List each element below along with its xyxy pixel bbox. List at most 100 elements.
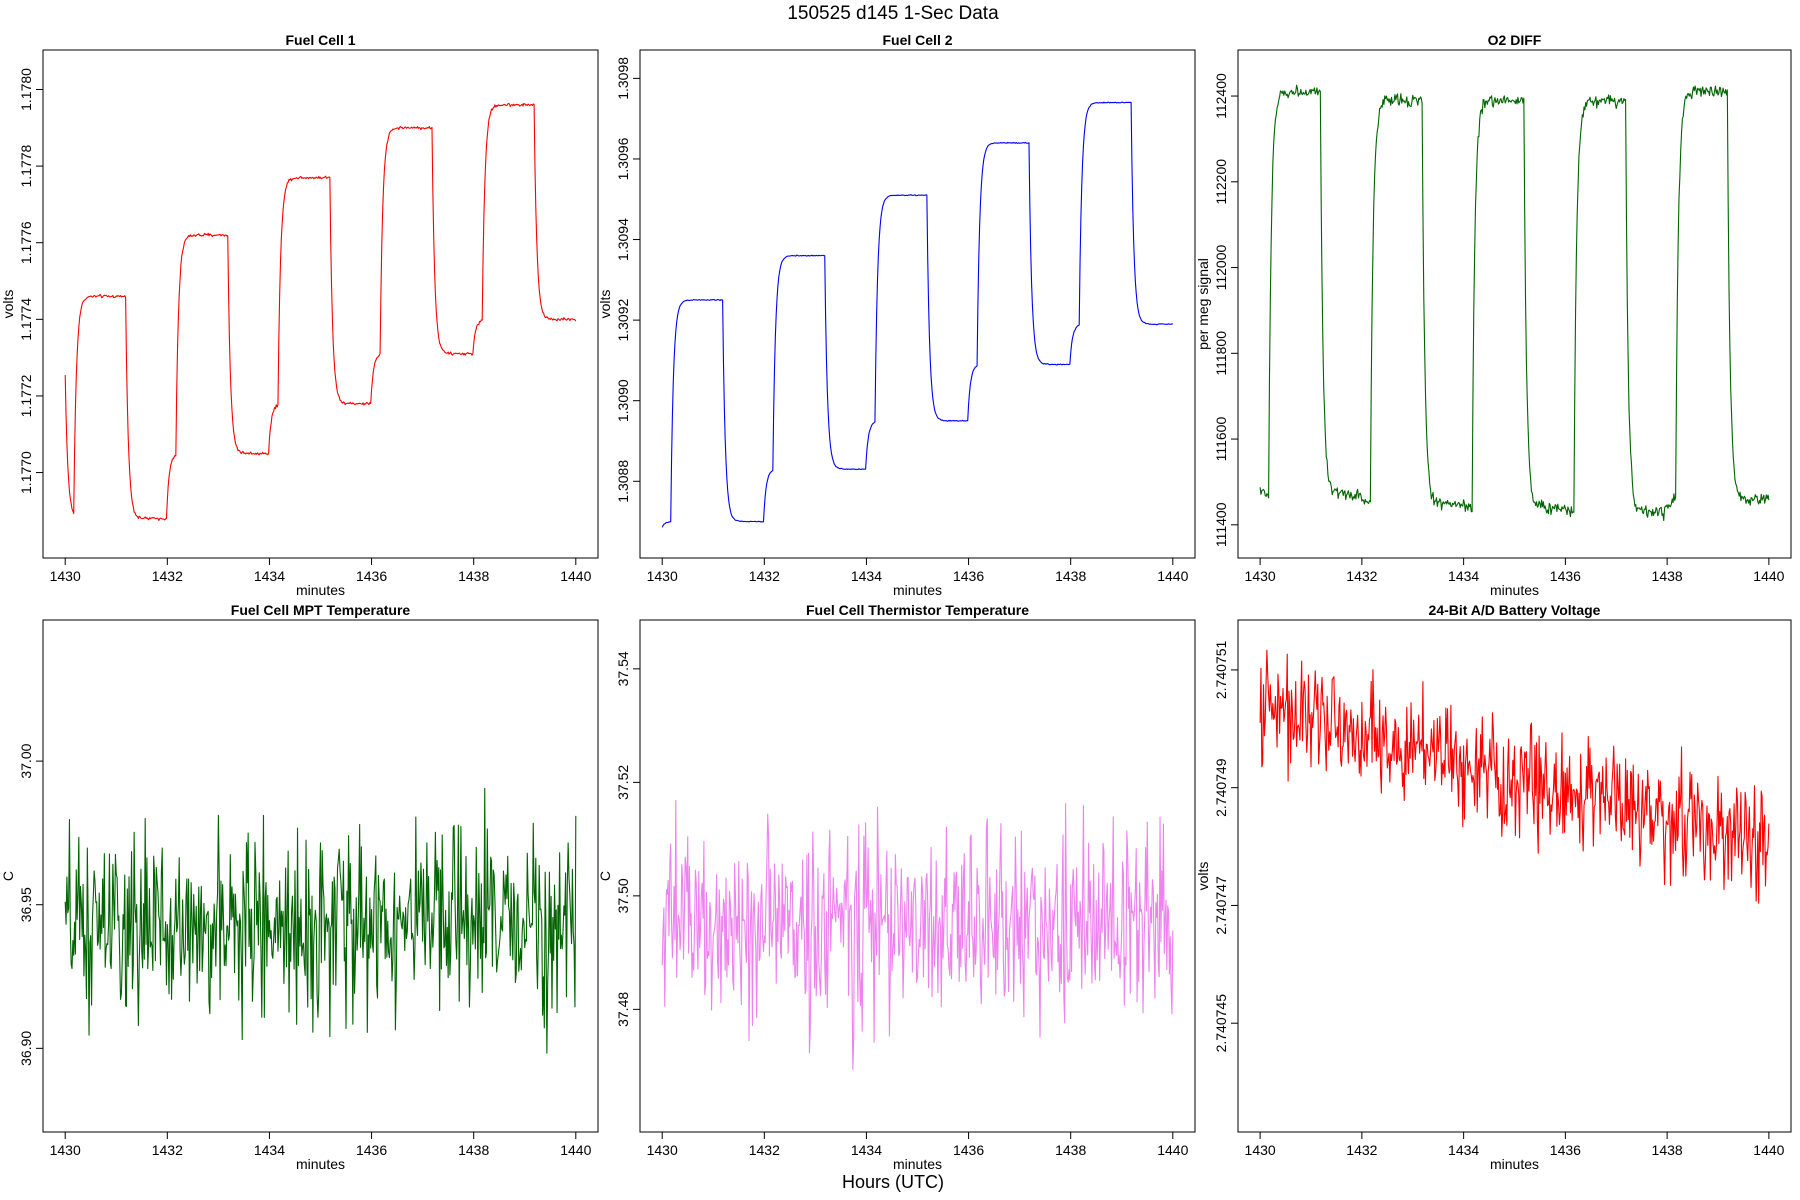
x-tick-label: 1434 [1448,568,1479,584]
x-tick-label: 1432 [1346,568,1377,584]
y-axis-label: volts [0,290,16,319]
panel-2: Fuel Cell 2 1430 1432 1434 1436 1438 1440 minut… [597,32,1196,598]
panel-title: O2 DIFF [1488,32,1542,48]
x-tick-label: 1436 [356,1142,387,1158]
series-line [64,787,577,1054]
y-tick-label: 1.3094 [615,218,631,261]
x-tick-label: 1434 [1448,1142,1479,1158]
y-tick-label: 112200 [1213,159,1229,205]
x-tick-label: 1432 [1346,1142,1377,1158]
x-tick-label: 1432 [152,1142,183,1158]
y-tick-label: 112000 [1213,245,1229,291]
panel-title: 24-Bit A/D Battery Voltage [1429,602,1601,618]
x-tick-label: 1440 [1157,568,1188,584]
x-tick-label: 1438 [1055,1142,1086,1158]
x-tick-label: 1438 [1652,1142,1683,1158]
x-tick-label: 1438 [458,568,489,584]
y-tick-label: 1.3092 [615,298,631,341]
y-tick-label: 1.3098 [615,57,631,100]
x-tick-label: 1430 [647,568,678,584]
y-tick-label: 1.1780 [18,68,34,111]
x-tick-label: 1434 [254,1142,285,1158]
x-tick-label: 1440 [1753,1142,1784,1158]
x-axis-label: minutes [1490,1156,1539,1172]
series-line [661,799,1174,1070]
panel-1: Fuel Cell 1 1430 1432 1434 1436 1438 1440 minut… [0,32,599,598]
series-line [64,102,577,521]
x-tick-label: 1440 [560,568,591,584]
x-tick-label: 1438 [1055,568,1086,584]
figure-title: 150525 d145 1-Sec Data [787,3,999,24]
x-tick-label: 1438 [458,1142,489,1158]
x-tick-label: 1436 [953,568,984,584]
y-tick-label: 1.1772 [18,374,34,417]
x-tick-label: 1438 [1652,568,1683,584]
plot-frame [639,619,1196,1133]
x-tick-label: 1436 [953,1142,984,1158]
x-tick-label: 1432 [749,1142,780,1158]
y-tick-label: 2.740749 [1213,758,1229,817]
y-axis-label: C [597,871,613,881]
plot-frame [42,49,599,559]
series-line [1259,649,1770,904]
y-tick-label: 111400 [1213,502,1229,547]
y-tick-label: 1.1776 [18,221,34,264]
y-tick-label: 37.00 [18,743,34,778]
series-line [661,101,1173,528]
y-tick-label: 2.740747 [1213,876,1229,935]
y-axis-label: per meg signal [1195,258,1211,350]
x-tick-label: 1430 [1245,568,1276,584]
x-tick-label: 1430 [1245,1142,1276,1158]
plot-frame [42,619,599,1133]
y-tick-label: 36.95 [18,887,34,922]
x-tick-label: 1436 [356,568,387,584]
y-tick-label: 112400 [1213,73,1229,119]
panels: Fuel Cell 1 1430 1432 1434 1436 1438 1440 minut… [0,32,1792,1172]
x-axis-label: minutes [893,582,942,598]
plot-frame [1237,49,1792,559]
y-tick-label: 2.740745 [1213,994,1229,1053]
panel-title: Fuel Cell 2 [882,32,952,48]
panel-3: O2 DIFF 1430 1432 1434 1436 1438 1440 minutes 11… [1195,32,1792,598]
panel-4: Fuel Cell MPT Temperature 1430 1432 1434 143… [0,602,599,1172]
y-tick-label: 37.50 [615,878,631,913]
x-axis-label: minutes [296,582,345,598]
panel-5: Fuel Cell Thermistor Temperature 1430 1432… [597,602,1196,1172]
y-tick-label: 1.3088 [615,460,631,503]
y-axis-label: volts [597,290,613,319]
x-tick-label: 1434 [851,1142,882,1158]
y-tick-label: 1.1778 [18,144,34,187]
y-tick-label: 2.740751 [1213,641,1229,700]
figure-xlabel: Hours (UTC) [842,1172,944,1192]
y-tick-label: 111600 [1213,417,1229,462]
series-line [1259,84,1770,522]
x-tick-label: 1434 [851,568,882,584]
x-tick-label: 1440 [1753,568,1784,584]
x-tick-label: 1440 [560,1142,591,1158]
y-tick-label: 1.1770 [18,451,34,494]
x-axis-label: minutes [893,1156,942,1172]
x-tick-label: 1436 [1550,568,1581,584]
x-tick-label: 1430 [50,1142,81,1158]
y-axis-label: C [0,871,16,881]
panel-title: Fuel Cell 1 [285,32,355,48]
x-tick-label: 1430 [50,568,81,584]
y-tick-label: 111800 [1213,331,1229,376]
y-tick-label: 1.3090 [615,379,631,422]
y-tick-label: 36.90 [18,1031,34,1066]
x-tick-label: 1430 [647,1142,678,1158]
plot-frame [1237,619,1792,1133]
x-tick-label: 1432 [749,568,780,584]
x-tick-label: 1440 [1157,1142,1188,1158]
panel-title: Fuel Cell MPT Temperature [231,602,411,618]
x-tick-label: 1432 [152,568,183,584]
x-axis-label: minutes [1490,582,1539,598]
x-axis-label: minutes [296,1156,345,1172]
panel-6: 24-Bit A/D Battery Voltage 1430 1432 1434 14… [1195,602,1792,1172]
plot-frame [639,49,1196,559]
x-tick-label: 1436 [1550,1142,1581,1158]
y-tick-label: 37.52 [615,765,631,800]
y-tick-label: 1.1774 [18,298,34,341]
x-tick-label: 1434 [254,568,285,584]
